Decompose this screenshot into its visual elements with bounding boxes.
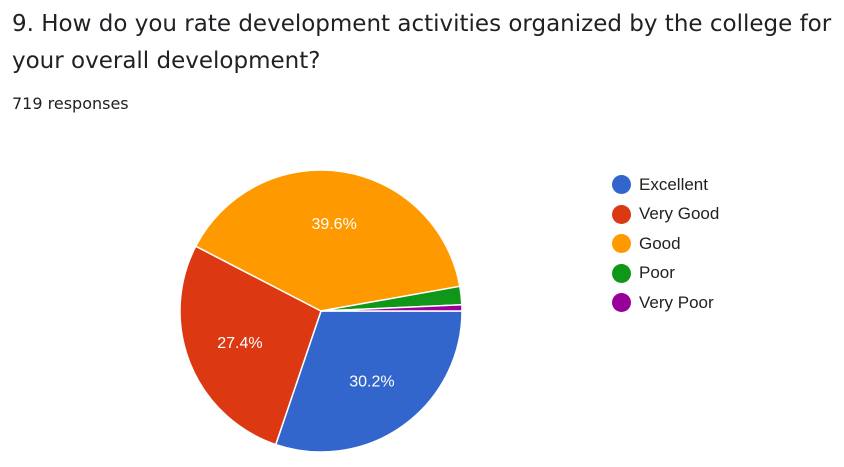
legend-label: Good bbox=[639, 233, 681, 253]
legend-label: Very Poor bbox=[639, 292, 714, 312]
legend-swatch bbox=[612, 175, 631, 195]
legend-label: Excellent bbox=[639, 174, 708, 194]
slice-label-very-good: 27.4% bbox=[217, 335, 262, 352]
pie-slice-very-poor bbox=[320, 304, 463, 312]
legend-item-very-poor: Very Poor bbox=[612, 288, 719, 318]
legend-swatch bbox=[612, 204, 631, 224]
legend-label: Very Good bbox=[639, 204, 720, 224]
legend-item-excellent: Excellent bbox=[612, 170, 719, 200]
legend-swatch bbox=[612, 293, 631, 313]
pie-slice-good bbox=[194, 169, 461, 312]
legend-label: Poor bbox=[639, 263, 675, 283]
question-title: 9. How do you rate development activitie… bbox=[12, 11, 832, 74]
pie-slice-very-good bbox=[179, 245, 322, 446]
legend-item-good: Good bbox=[612, 229, 719, 259]
legend-swatch bbox=[612, 263, 631, 283]
pie-slice-excellent bbox=[274, 310, 463, 453]
slice-label-excellent: 30.2% bbox=[349, 374, 394, 391]
chart-legend: Excellent Very Good Good Poor Very Poor bbox=[612, 170, 719, 318]
response-count: 719 responses bbox=[12, 94, 129, 113]
legend-swatch bbox=[612, 234, 631, 254]
slice-label-good: 39.6% bbox=[311, 216, 356, 233]
legend-item-very-good: Very Good bbox=[612, 200, 719, 230]
legend-item-poor: Poor bbox=[612, 259, 719, 289]
